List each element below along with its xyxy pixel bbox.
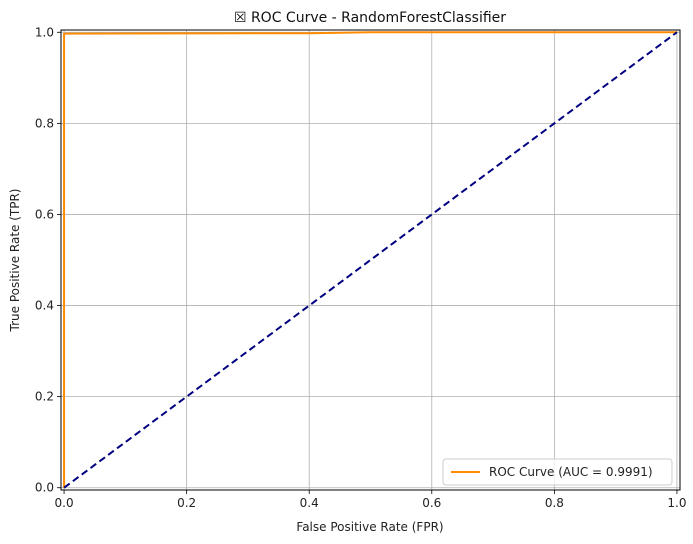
roc-curve-line (63, 31, 677, 488)
legend: ROC Curve (AUC = 0.9991) (442, 458, 673, 486)
x-tick-label: 0.6 (422, 496, 441, 510)
legend-label: ROC Curve (AUC = 0.9991) (489, 465, 653, 479)
x-tick-label: 0.0 (55, 496, 74, 510)
tick-layer: 0.0 0.2 0.4 0.6 0.8 1.0 0.0 0.2 0.4 0.6 0.8 1.0 (35, 25, 687, 510)
plot-frame (60, 29, 681, 491)
x-tick-label: 1.0 (667, 496, 686, 510)
y-tick-label: 0.8 (35, 116, 54, 130)
x-tick-label: 0.8 (545, 496, 564, 510)
y-tick-label: 0.0 (35, 481, 54, 495)
chart-title: ☒ ROC Curve - RandomForestClassifier (234, 10, 506, 26)
x-tick-label: 0.2 (177, 496, 196, 510)
x-tick-label: 0.4 (300, 496, 319, 510)
y-axis-label: True Positive Rate (TPR) (8, 189, 22, 333)
y-tick-label: 1.0 (35, 25, 54, 39)
y-tick-label: 0.6 (35, 207, 54, 221)
series-layer (63, 31, 678, 489)
y-tick-label: 0.4 (35, 299, 54, 313)
y-tick-label: 0.2 (35, 390, 54, 404)
x-axis-label: False Positive Rate (FPR) (296, 520, 443, 534)
chance-diagonal-line (63, 31, 678, 489)
grid-lines (61, 30, 680, 490)
legend-box (442, 458, 673, 486)
